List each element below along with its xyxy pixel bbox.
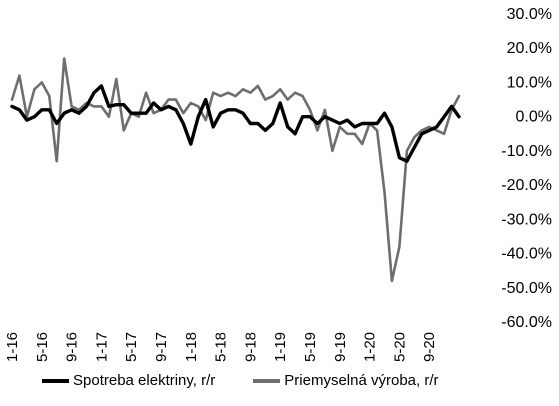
x-tick-label: 1-18 bbox=[183, 332, 200, 362]
y-tick-label: -40.0% bbox=[501, 246, 552, 263]
y-tick-label: -30.0% bbox=[501, 211, 552, 228]
y-tick-label: -10.0% bbox=[501, 143, 552, 160]
x-tick-label: 1-19 bbox=[272, 332, 289, 362]
y-tick-label: 10.0% bbox=[507, 74, 552, 91]
x-tick-label: 9-16 bbox=[64, 332, 81, 362]
x-tick-label: 1-16 bbox=[4, 332, 21, 362]
x-tick-label: 5-19 bbox=[302, 332, 319, 362]
x-tick-label: 5-18 bbox=[213, 332, 230, 362]
x-tick-label: 9-18 bbox=[242, 332, 259, 362]
legend-swatch-priemyselna bbox=[253, 378, 281, 383]
x-tick-label: 5-17 bbox=[123, 332, 140, 362]
x-tick-label: 5-20 bbox=[391, 332, 408, 362]
series-line-spotreba bbox=[10, 84, 461, 163]
legend-label-spotreba: Spotreba elektriny, r/r bbox=[73, 372, 216, 389]
series-line-priemyselna bbox=[10, 57, 461, 283]
y-tick-label: 30.0% bbox=[507, 6, 552, 23]
legend-swatch-spotreba bbox=[42, 378, 69, 383]
x-tick-label: 9-17 bbox=[153, 332, 170, 362]
x-tick-label: 1-17 bbox=[93, 332, 110, 362]
legend-item-priemyselna: Priemyselná výroba, r/r bbox=[253, 372, 439, 389]
y-tick-label: -20.0% bbox=[501, 177, 552, 194]
y-tick-label: 0.0% bbox=[516, 109, 552, 126]
legend-label-priemyselna: Priemyselná výroba, r/r bbox=[284, 372, 439, 389]
x-tick-label: 9-20 bbox=[421, 332, 438, 362]
x-tick-label: 5-16 bbox=[34, 332, 51, 362]
legend: Spotreba elektriny, r/r Priemyselná výro… bbox=[42, 372, 477, 389]
y-tick-label: -50.0% bbox=[501, 280, 552, 297]
y-tick-label: 20.0% bbox=[507, 40, 552, 57]
legend-item-spotreba: Spotreba elektriny, r/r bbox=[42, 372, 215, 389]
x-tick-label: 9-19 bbox=[332, 332, 349, 362]
y-tick-label: -60.0% bbox=[501, 314, 552, 331]
x-tick-label: 1-20 bbox=[362, 332, 379, 362]
